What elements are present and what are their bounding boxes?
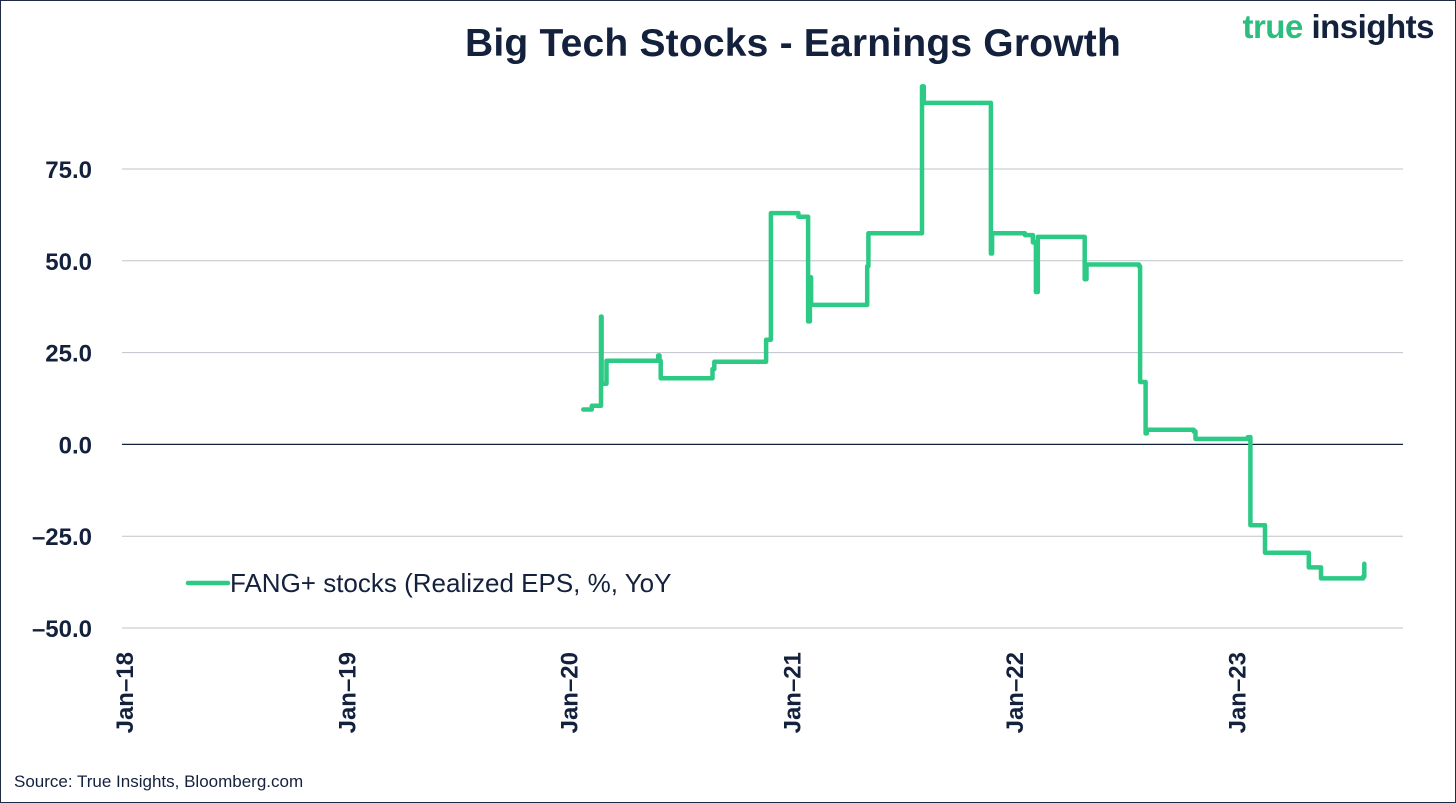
logo-word-insights: insights — [1311, 8, 1434, 45]
x-tick-label: Jan–20 — [557, 652, 584, 733]
x-tick-label: Jan–21 — [780, 652, 807, 733]
source-note: Source: True Insights, Bloomberg.com — [14, 772, 304, 791]
x-tick-label: Jan–23 — [1224, 652, 1251, 733]
x-tick-label: Jan–19 — [334, 652, 361, 733]
y-tick-label: 0.0 — [59, 432, 92, 459]
y-tick-label: –25.0 — [32, 524, 92, 551]
x-tick-label: Jan–18 — [112, 652, 139, 733]
x-tick-label: Jan–22 — [1002, 652, 1029, 733]
y-tick-label: –50.0 — [32, 616, 92, 643]
legend-label: FANG+ stocks (Realized EPS, %, YoY — [230, 568, 671, 598]
brand-logo: true insights — [1242, 8, 1434, 46]
page-title: Big Tech Stocks - Earnings Growth — [465, 22, 1121, 65]
logo-word-true: true — [1242, 8, 1303, 45]
series-line — [581, 84, 1367, 581]
y-tick-label: 50.0 — [45, 249, 92, 276]
y-tick-label: 75.0 — [45, 157, 92, 184]
y-tick-label: 25.0 — [45, 341, 92, 368]
